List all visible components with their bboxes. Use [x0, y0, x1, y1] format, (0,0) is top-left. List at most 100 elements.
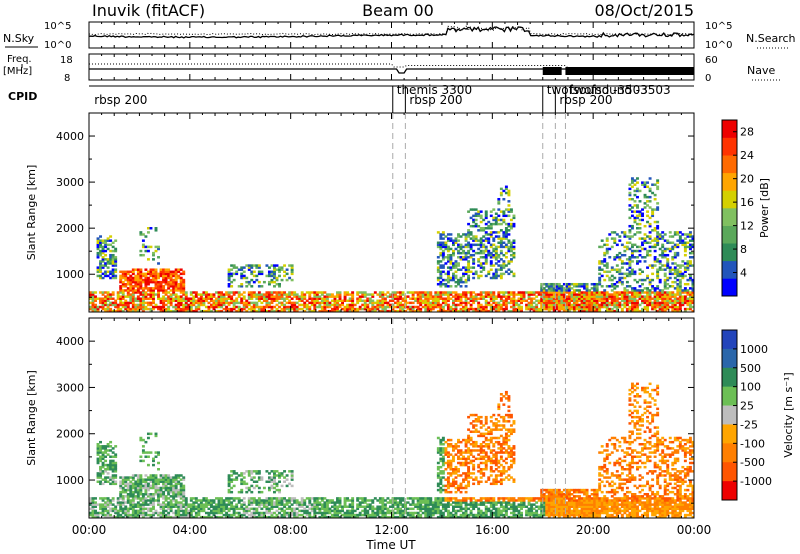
power-cell — [499, 218, 503, 222]
velocity-cell — [260, 499, 264, 502]
velocity-cell — [230, 486, 234, 490]
velocity-cell — [313, 505, 317, 508]
power-cell — [580, 295, 584, 298]
power-cell — [600, 297, 604, 300]
power-cell — [633, 249, 637, 253]
velocity-cell — [121, 497, 125, 500]
velocity-cell — [207, 511, 211, 515]
power-cell — [154, 229, 158, 232]
power-cell — [449, 278, 453, 282]
power-cell — [527, 301, 531, 305]
power-cell — [275, 278, 279, 282]
power-cell — [671, 301, 675, 305]
power-cell — [643, 183, 647, 186]
velocity-cell — [265, 480, 269, 483]
power-cell — [464, 293, 468, 296]
power-cell — [177, 295, 181, 298]
power-cell — [343, 291, 347, 294]
power-cell — [648, 187, 652, 191]
power-cell — [661, 268, 665, 271]
power-cell — [636, 216, 639, 220]
power-cell — [288, 305, 292, 309]
power-cell — [462, 266, 466, 269]
power-cell — [638, 200, 642, 203]
velocity-cell — [252, 499, 256, 502]
power-cell — [101, 297, 105, 300]
power-cell — [109, 272, 113, 276]
power-cell — [315, 295, 319, 298]
power-cell — [215, 309, 218, 312]
velocity-cell — [431, 511, 435, 515]
power-cell — [290, 266, 294, 269]
power-cell — [595, 295, 599, 298]
power-cell — [482, 307, 486, 311]
power-cell — [441, 305, 445, 309]
power-cell — [109, 303, 113, 307]
power-cell — [636, 291, 639, 294]
power-cell — [691, 297, 694, 300]
power-cell — [547, 301, 551, 305]
power-cell — [482, 268, 486, 271]
velocity-cell — [363, 513, 367, 517]
power-cell — [129, 270, 133, 274]
velocity-cell — [167, 476, 171, 479]
power-cell — [96, 307, 100, 311]
velocity-cell — [232, 513, 236, 517]
power-cell — [396, 297, 400, 300]
power-cell — [162, 295, 166, 298]
power-cell — [628, 260, 632, 263]
power-cell — [212, 299, 216, 303]
velocity-cell — [351, 509, 355, 513]
velocity-cell — [265, 509, 269, 513]
power-cell — [671, 299, 675, 303]
power-cell — [646, 289, 650, 292]
power-cell — [318, 301, 322, 305]
power-cell — [628, 247, 632, 251]
velocity-cell — [149, 484, 153, 488]
power-cell — [182, 297, 186, 300]
power-cell — [530, 303, 534, 307]
velocity-cell — [368, 515, 372, 518]
velocity-cell — [179, 484, 183, 488]
power-cell — [225, 309, 229, 312]
velocity-cell — [252, 513, 256, 517]
velocity-cell — [300, 513, 304, 517]
power-cell — [492, 295, 496, 298]
power-cell — [159, 287, 163, 290]
power-cell — [678, 307, 682, 311]
power-cell — [452, 307, 455, 311]
power-cell — [172, 289, 176, 292]
velocity-cell — [313, 509, 317, 513]
power-cell — [555, 287, 559, 290]
power-cell — [121, 274, 125, 278]
velocity-cell — [189, 499, 193, 502]
velocity-cell — [300, 501, 304, 504]
velocity-cell — [273, 480, 276, 483]
power-cell — [290, 268, 294, 271]
power-cell — [250, 297, 254, 300]
power-cell — [179, 268, 183, 271]
velocity-cell — [159, 480, 163, 483]
power-cell — [162, 276, 166, 280]
velocity-cell — [99, 449, 103, 452]
power-cell — [628, 274, 632, 278]
velocity-cell — [303, 507, 307, 511]
velocity-cell — [215, 497, 218, 500]
velocity-cell — [275, 515, 279, 518]
velocity-cell — [399, 503, 402, 506]
velocity-cell — [421, 507, 425, 511]
velocity-cell — [235, 511, 239, 515]
power-cell — [681, 291, 685, 294]
velocity-cell — [338, 505, 342, 508]
power-cell — [436, 299, 440, 303]
velocity-cell — [280, 484, 284, 488]
power-cell — [688, 262, 692, 265]
power-cell — [608, 301, 612, 305]
power-cell — [409, 305, 413, 309]
velocity-cell — [89, 501, 92, 504]
power-cell — [570, 282, 574, 286]
power-cell — [436, 305, 440, 309]
power-cell — [653, 227, 657, 230]
power-cell — [673, 262, 677, 265]
velocity-cell — [358, 497, 362, 500]
